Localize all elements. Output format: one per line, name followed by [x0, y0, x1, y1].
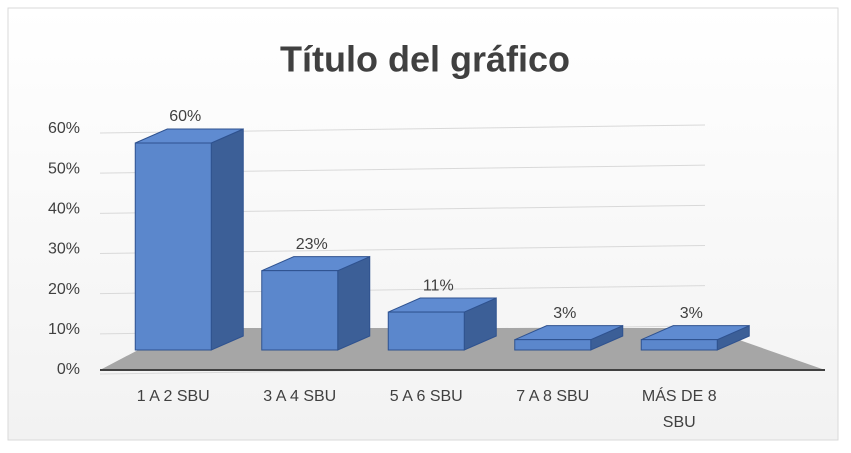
data-label: 11% [423, 277, 454, 294]
x-tick-label: 5 A 6 SBU [389, 388, 463, 405]
x-tick-label-box: MÁS DE 8 SBU [641, 388, 717, 431]
y-tick-label: 20% [48, 281, 80, 298]
x-tick-label-box: 5 A 6 SBU [389, 388, 463, 405]
x-tick-label-box: 3 A 4 SBU [263, 388, 337, 405]
x-tick-label: 1 A 2 SBU [136, 388, 210, 405]
bar-side [337, 255, 371, 351]
bar [387, 311, 465, 351]
y-tick-label: 60% [48, 120, 80, 137]
y-tick-label: 40% [48, 201, 80, 218]
x-tick-label: 7 A 8 SBU [516, 388, 590, 405]
x-tick-label-box: 1 A 2 SBU [136, 388, 210, 405]
y-tick-label: 30% [48, 241, 80, 258]
data-label: 3% [553, 305, 576, 322]
data-label: 3% [680, 305, 703, 322]
data-label: 23% [296, 236, 328, 253]
y-tick-label: 10% [48, 321, 80, 338]
y-tick-label: 50% [48, 160, 80, 177]
bar [640, 339, 718, 351]
x-tick-label: 3 A 4 SBU [263, 388, 337, 405]
chart-title: Título del gráfico [280, 39, 570, 80]
data-label: 60% [169, 108, 201, 125]
bar [514, 339, 592, 351]
x-tick-label-box: 7 A 8 SBU [516, 388, 590, 405]
x-tick-label: MÁS DE 8 SBU [641, 388, 717, 431]
bar-side [210, 128, 244, 351]
bar [134, 142, 212, 351]
y-tick-label: 0% [57, 361, 80, 378]
bar [261, 270, 339, 351]
